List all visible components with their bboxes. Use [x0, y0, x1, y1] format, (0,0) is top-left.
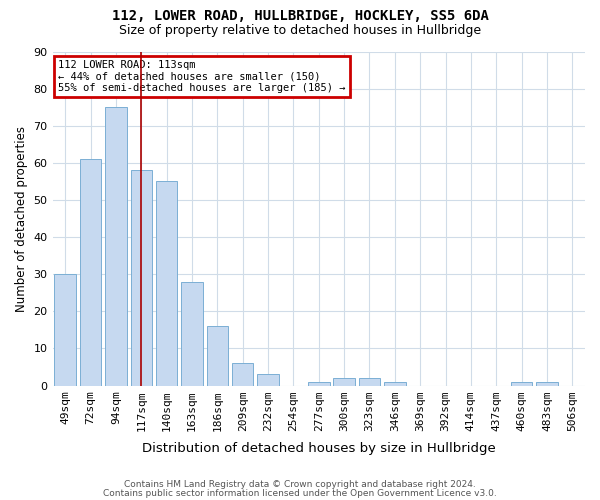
Bar: [384, 382, 406, 386]
Bar: [359, 378, 380, 386]
Text: Size of property relative to detached houses in Hullbridge: Size of property relative to detached ho…: [119, 24, 481, 37]
Bar: [308, 382, 329, 386]
Bar: [156, 182, 178, 386]
Text: Contains HM Land Registry data © Crown copyright and database right 2024.: Contains HM Land Registry data © Crown c…: [124, 480, 476, 489]
Text: 112, LOWER ROAD, HULLBRIDGE, HOCKLEY, SS5 6DA: 112, LOWER ROAD, HULLBRIDGE, HOCKLEY, SS…: [112, 9, 488, 23]
Bar: [105, 107, 127, 386]
Text: 112 LOWER ROAD: 113sqm
← 44% of detached houses are smaller (150)
55% of semi-de: 112 LOWER ROAD: 113sqm ← 44% of detached…: [58, 60, 346, 93]
Bar: [80, 159, 101, 386]
Bar: [511, 382, 532, 386]
X-axis label: Distribution of detached houses by size in Hullbridge: Distribution of detached houses by size …: [142, 442, 496, 455]
Bar: [536, 382, 558, 386]
Bar: [181, 282, 203, 386]
Bar: [334, 378, 355, 386]
Bar: [232, 364, 253, 386]
Bar: [131, 170, 152, 386]
Text: Contains public sector information licensed under the Open Government Licence v3: Contains public sector information licen…: [103, 488, 497, 498]
Bar: [257, 374, 279, 386]
Y-axis label: Number of detached properties: Number of detached properties: [15, 126, 28, 312]
Bar: [55, 274, 76, 386]
Bar: [206, 326, 228, 386]
